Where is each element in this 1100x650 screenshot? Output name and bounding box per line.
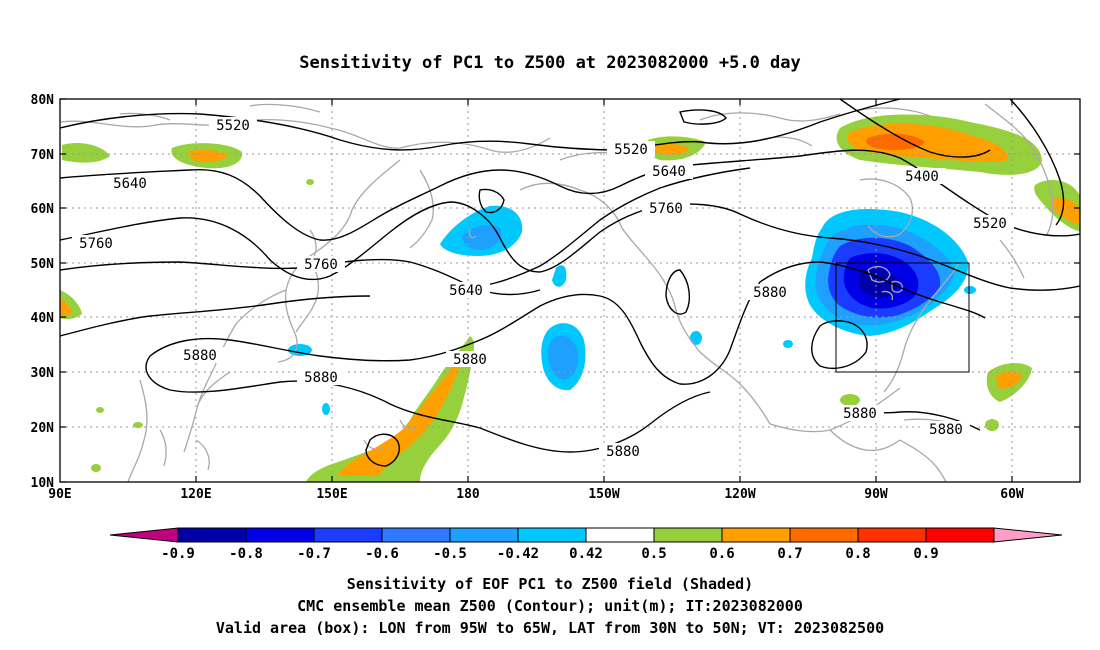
- colorbar-above-triangle: [993, 527, 1063, 543]
- contour-label-5640-a: 5640: [113, 176, 147, 192]
- lon-label-60w: 60W: [1000, 487, 1024, 502]
- lon-label-120w: 120W: [724, 487, 755, 502]
- contour-5880-closed-1: [665, 269, 691, 315]
- lon-label-90e: 90E: [48, 487, 71, 502]
- contour-labels: 5520 5520 5520 5640 5640 5640 5760 5760 …: [72, 117, 1014, 460]
- caption-line-2: CMC ensemble mean Z500 (Contour); unit(m…: [297, 597, 803, 615]
- contour-5640-closed: [478, 188, 505, 214]
- map-content: 5520 5520 5520 5640 5640 5640 5760 5760 …: [60, 99, 1080, 482]
- colorbar-tick-label: -0.42: [497, 546, 539, 562]
- contour-5880-closed-3: [365, 433, 400, 467]
- colorbar-bin: [381, 527, 451, 543]
- colorbar-tick-label: -0.9: [161, 546, 195, 562]
- valid-area-box: [835, 262, 970, 373]
- contour-label-5760-c: 5760: [649, 201, 683, 217]
- lat-label-70n: 70N: [31, 148, 55, 163]
- contour-label-5880-d: 5880: [753, 285, 787, 301]
- contour-5400: [839, 99, 991, 158]
- colorbar-tick-label: 0.5: [641, 546, 666, 562]
- lon-label-150w: 150W: [588, 487, 619, 502]
- contour-5400-closed: [679, 109, 727, 125]
- longitude-labels: 90E 120E 150E 180 150W 120W 90W 60W: [48, 487, 1024, 502]
- colorbar-bin: [789, 527, 859, 543]
- contour-label-5640-c: 5640: [449, 283, 483, 299]
- lat-label-80n: 80N: [31, 93, 55, 108]
- contour-label-5520-b: 5520: [614, 142, 648, 158]
- z500-contours: [60, 99, 1080, 467]
- colorbar-tick-label: 0.8: [845, 546, 870, 562]
- colorbar-bin: [653, 527, 723, 543]
- contour-label-5760-b: 5760: [304, 257, 338, 273]
- contour-5640-main: [60, 149, 1080, 241]
- lon-label-120e: 120E: [180, 487, 211, 502]
- contour-5640-south: [449, 167, 751, 289]
- contour-label-5880-g: 5880: [606, 444, 640, 460]
- contour-label-5760-a: 5760: [79, 236, 113, 252]
- contour-5520-main: [60, 99, 901, 151]
- lat-label-30n: 30N: [31, 366, 55, 381]
- caption-line-3: Valid area (box): LON from 95W to 65W, L…: [216, 619, 884, 637]
- colorbar-below-triangle: [109, 527, 179, 543]
- colorbar-bin: [245, 527, 315, 543]
- contour-5760-lower: [60, 295, 371, 337]
- contour-5880-closed-2: [811, 320, 868, 370]
- contour-label-5520-c: 5520: [973, 216, 1007, 232]
- colorbar-bin: [449, 527, 519, 543]
- caption-line-1: Sensitivity of EOF PC1 to Z500 field (Sh…: [347, 575, 753, 593]
- lat-label-60n: 60N: [31, 202, 55, 217]
- map-title: Sensitivity of PC1 to Z500 at 2023082000…: [299, 53, 801, 73]
- contour-5880-south: [145, 355, 711, 453]
- contour-label-5880-a: 5880: [183, 348, 217, 364]
- colorbar-tick-label: -0.7: [297, 546, 331, 562]
- contour-5880-east: [819, 261, 986, 319]
- latitude-labels: 80N 70N 60N 50N 40N 30N 20N 10N: [31, 93, 55, 491]
- colorbar-tick-label: 0.7: [777, 546, 802, 562]
- contour-label-5520-a: 5520: [216, 118, 250, 134]
- colorbar-tick-label: -0.6: [365, 546, 399, 562]
- lat-label-10n: 10N: [31, 476, 55, 491]
- contour-label-5880-e: 5880: [843, 406, 877, 422]
- colorbar: -0.9 -0.8 -0.7 -0.6 -0.5 -0.42 0.42 0.5 0.6 0.7 0.…: [109, 527, 1063, 562]
- colorbar-tick-label: 0.9: [913, 546, 938, 562]
- colorbar-bin: [517, 527, 587, 543]
- colorbar-bin: [857, 527, 927, 543]
- contour-label-5400: 5400: [905, 169, 939, 185]
- colorbar-bin: [313, 527, 383, 543]
- map-frame: [59, 98, 1081, 483]
- lat-label-50n: 50N: [31, 257, 55, 272]
- colorbar-bin: [585, 527, 655, 543]
- positive-sensitivity-shading: [60, 114, 1080, 482]
- colorbar-bin: [721, 527, 791, 543]
- colorbar-tick-label: -0.5: [433, 546, 467, 562]
- contour-5520-greenland: [1009, 99, 1065, 226]
- lat-label-20n: 20N: [31, 421, 55, 436]
- lat-label-40n: 40N: [31, 311, 55, 326]
- coastlines: [60, 103, 1054, 482]
- colorbar-tick-label: -0.8: [229, 546, 263, 562]
- contour-label-5880-c: 5880: [304, 370, 338, 386]
- contour-label-5880-b: 5880: [453, 352, 487, 368]
- contour-label-5640-b: 5640: [652, 164, 686, 180]
- contour-5880-main: [149, 261, 821, 385]
- colorbar-tick-label: 0.6: [709, 546, 734, 562]
- axis-ticks: [60, 98, 1080, 483]
- lon-label-180: 180: [456, 487, 480, 502]
- colorbar-tick-label: 0.42: [569, 546, 603, 562]
- colorbar-bin: [177, 527, 247, 543]
- contour-label-5880-f: 5880: [929, 422, 963, 438]
- colorbar-bin: [925, 527, 995, 543]
- contour-5760-main: [60, 201, 1080, 291]
- lon-label-90w: 90W: [864, 487, 888, 502]
- lon-label-150e: 150E: [316, 487, 347, 502]
